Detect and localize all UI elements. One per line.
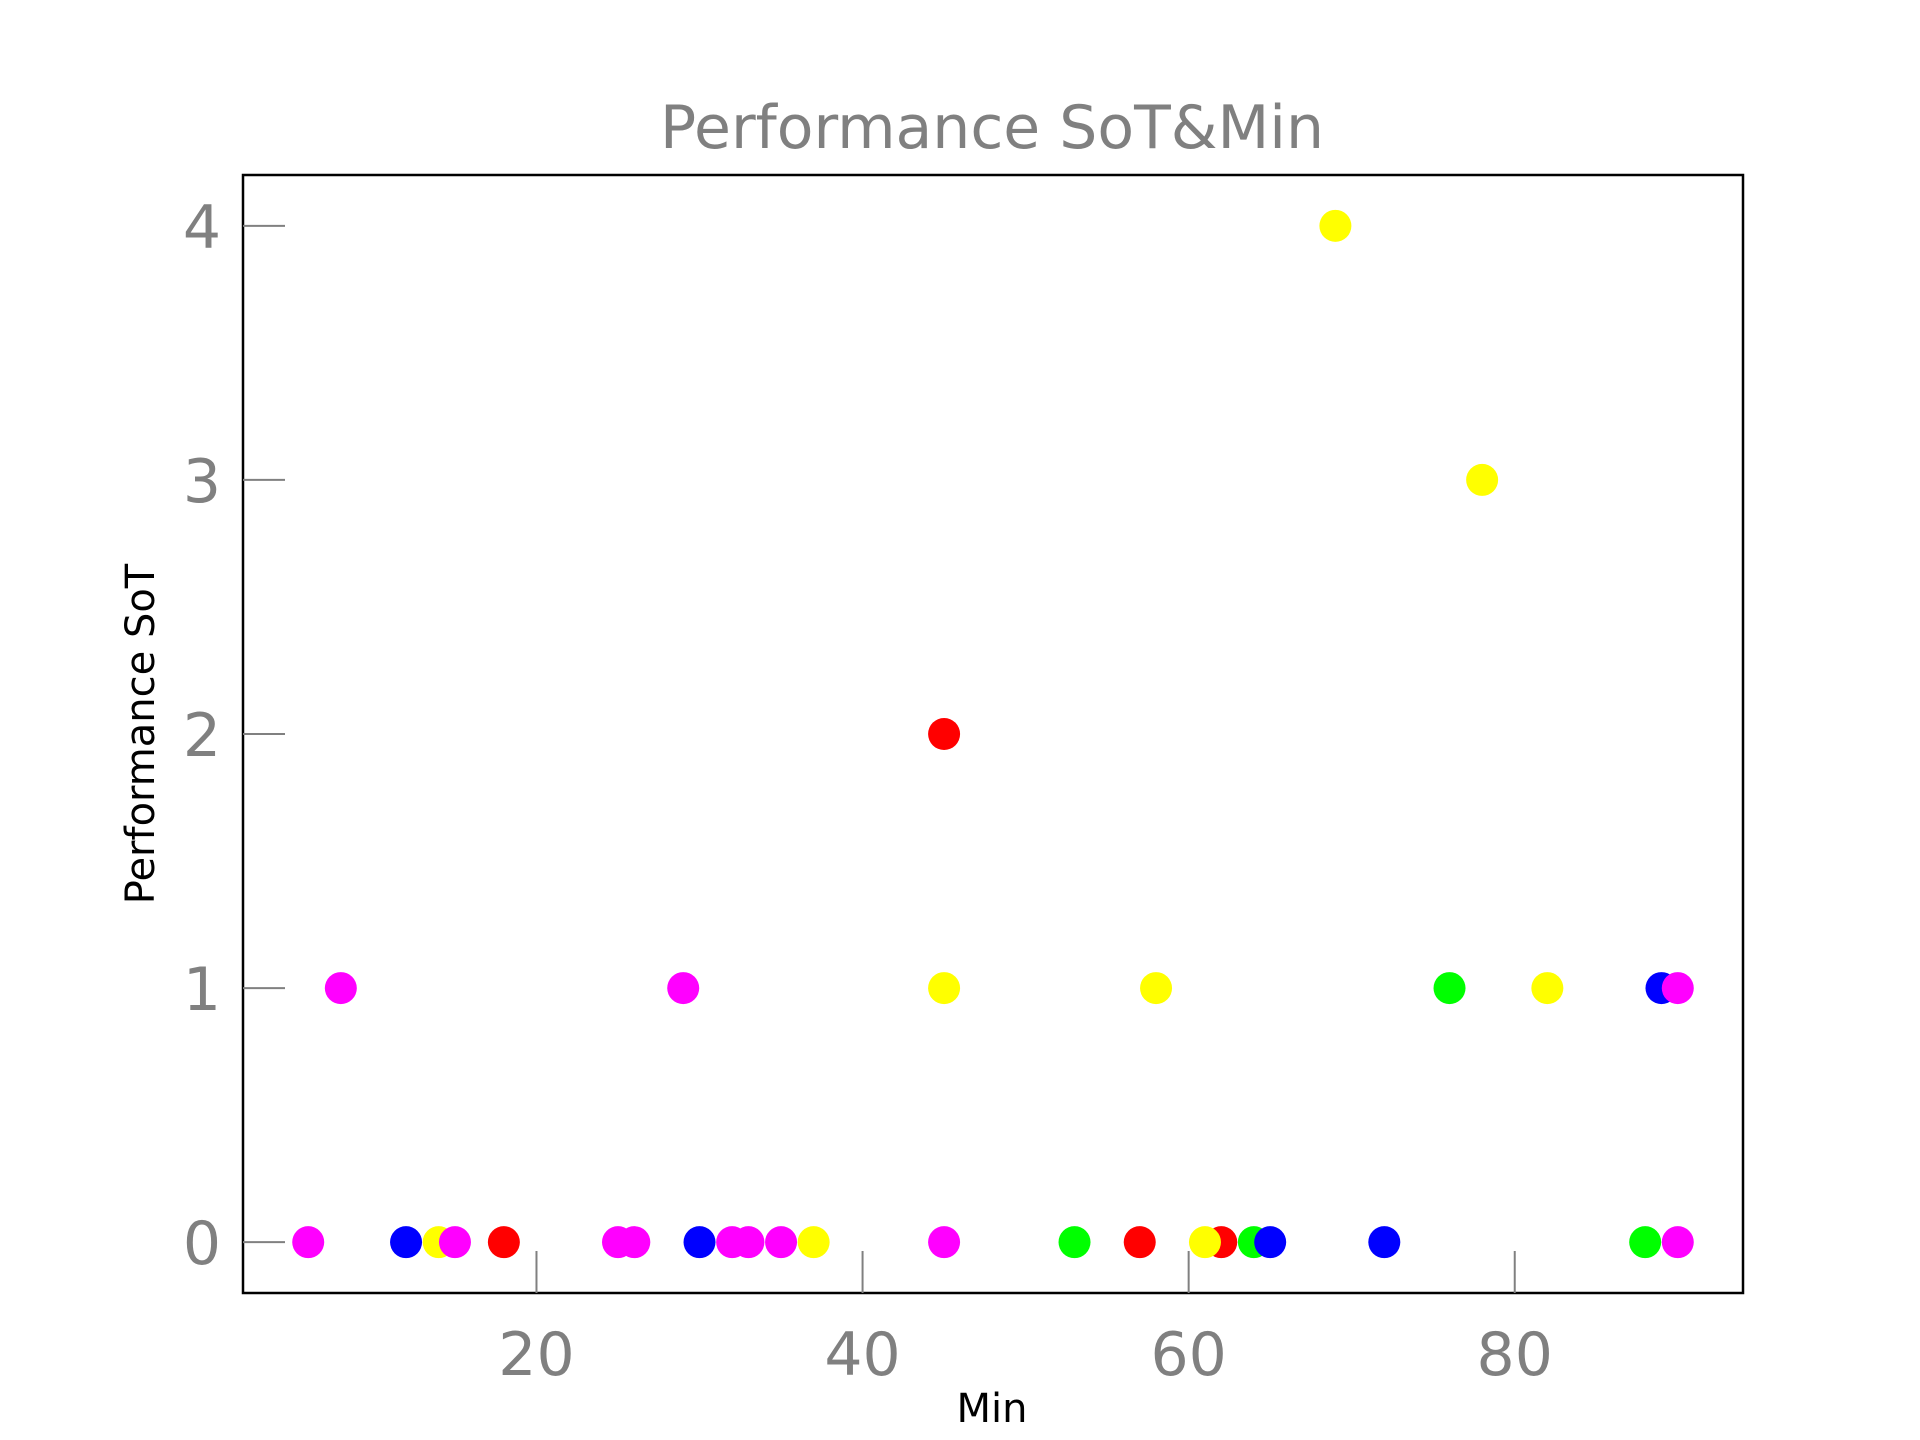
scatter-point [928, 718, 961, 750]
scatter-point [618, 1226, 651, 1259]
scatter-point [765, 1226, 798, 1259]
scatter-point [1433, 972, 1466, 1005]
scatter-point [324, 972, 357, 1005]
scatter-point [1466, 463, 1499, 496]
scatter-point [732, 1226, 765, 1259]
scatter-point [928, 972, 961, 1005]
scatter-point [1629, 1226, 1662, 1259]
y-tick-label: 0 [183, 1209, 221, 1279]
scatter-point [1123, 1226, 1156, 1259]
scatter-point [292, 1226, 325, 1259]
scatter-point [1254, 1226, 1287, 1259]
scatter-point [1058, 1226, 1091, 1259]
scatter-point [667, 972, 700, 1005]
scatter-point [1661, 972, 1694, 1005]
y-tick-label: 3 [183, 447, 221, 517]
data-points [292, 209, 1694, 1259]
chart-title: Performance SoT&Min [660, 93, 1324, 163]
scatter-point [438, 1226, 471, 1259]
x-tick-label: 80 [1477, 1320, 1553, 1390]
scatter-point [928, 1226, 961, 1259]
scatter-point [1319, 209, 1352, 242]
scatter-point [1661, 1226, 1694, 1259]
scatter-point [1531, 972, 1564, 1005]
y-axis-ticks: 0 1 2 3 4 [183, 193, 285, 1279]
x-tick-label: 60 [1150, 1320, 1226, 1390]
x-tick-label: 20 [498, 1320, 574, 1390]
x-axis-label: Min [957, 1386, 1028, 1432]
scatter-point [797, 1226, 830, 1259]
y-tick-label: 2 [183, 701, 221, 771]
plot-area-frame [241, 173, 1745, 1295]
y-axis-label: Performance SoT [118, 563, 164, 904]
y-tick-label: 1 [183, 955, 221, 1025]
x-axis-ticks: 20 40 60 80 [498, 1251, 1553, 1390]
scatter-point [390, 1226, 423, 1259]
y-tick-label: 4 [183, 193, 221, 263]
x-tick-label: 40 [824, 1320, 900, 1390]
scatter-point [1188, 1226, 1221, 1259]
scatter-point [487, 1226, 520, 1259]
scatter-point [683, 1226, 716, 1259]
scatter-point [1368, 1226, 1401, 1259]
scatter-point [1140, 972, 1173, 1005]
